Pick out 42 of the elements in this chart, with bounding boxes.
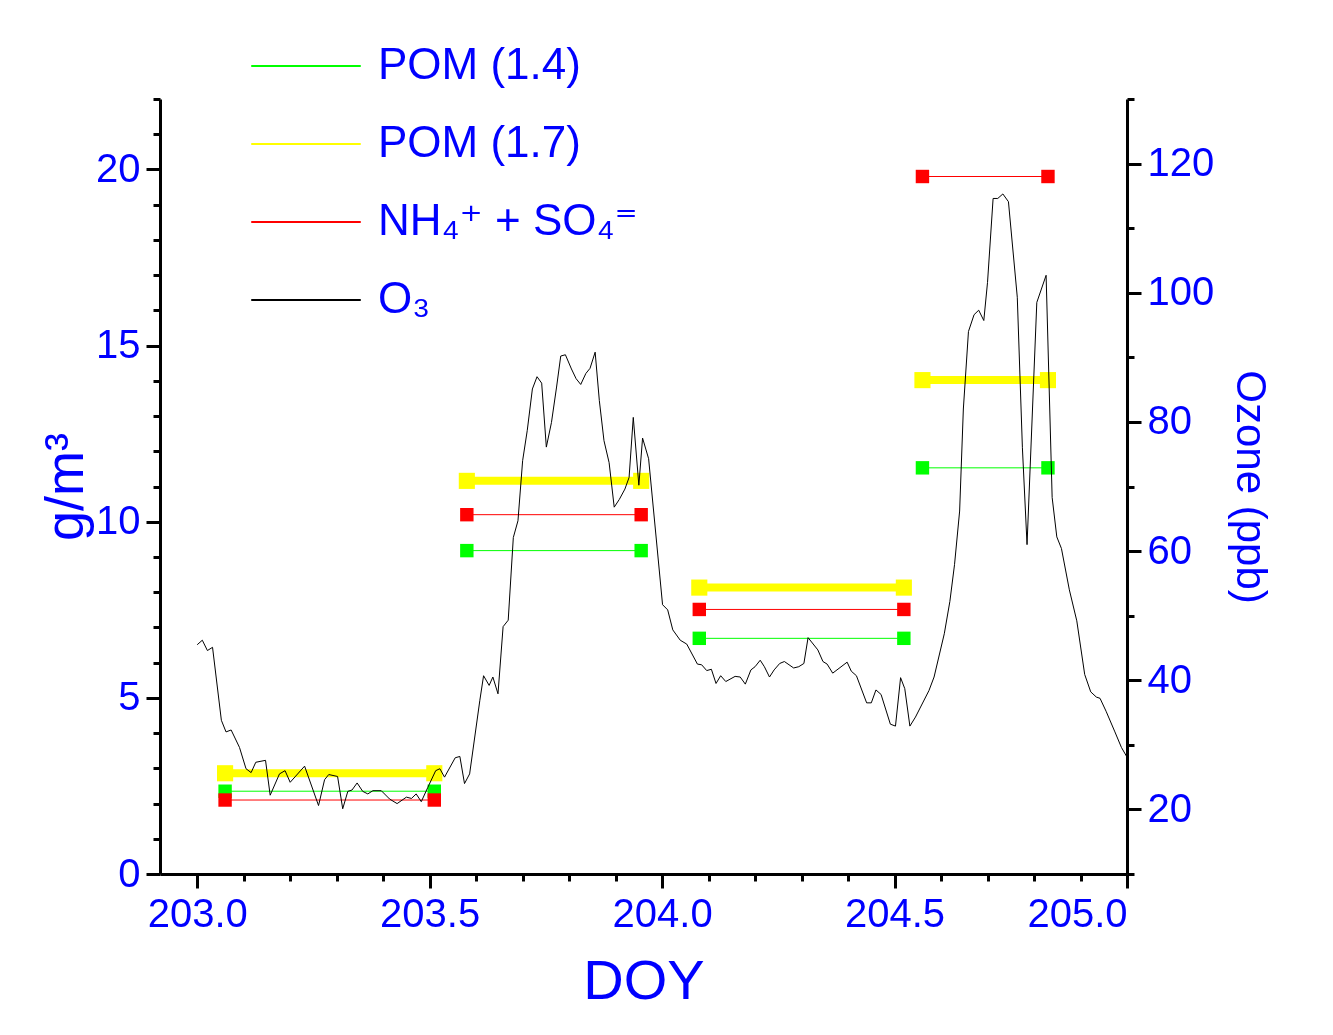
x-tick-label: 205.0 — [1027, 890, 1128, 935]
point — [634, 507, 648, 522]
point — [915, 169, 930, 184]
y2-axis-title: Ozone (ppb) — [1228, 370, 1276, 604]
y2-tick-label: 120 — [1147, 140, 1215, 185]
legend-label: NH₄⁺ + SO₄⁼ — [378, 195, 638, 244]
y-tick-label: 5 — [118, 674, 141, 719]
y2-tick-label: 60 — [1147, 527, 1192, 572]
point — [895, 579, 912, 596]
legend-label: POM (1.4) — [378, 39, 581, 88]
point — [1041, 461, 1055, 475]
y-axis-title: g/m³ — [34, 433, 95, 541]
y2-tick-label: 20 — [1147, 785, 1192, 830]
y2-tick-label: 40 — [1147, 656, 1192, 701]
point — [634, 543, 648, 558]
point — [218, 793, 232, 807]
point — [427, 793, 441, 807]
point — [692, 631, 706, 646]
point — [217, 765, 234, 782]
point — [914, 372, 931, 389]
legend-label: POM (1.7) — [378, 117, 581, 166]
point — [1041, 169, 1055, 184]
y-tick-label: 20 — [96, 145, 141, 190]
y2-tick-label: 100 — [1147, 269, 1215, 314]
y2-tick-label: 80 — [1147, 398, 1192, 443]
y-tick-label: 10 — [96, 498, 141, 543]
point — [458, 472, 475, 489]
point — [691, 579, 708, 596]
y-tick-label: 0 — [118, 850, 141, 895]
x-tick-label: 203.5 — [380, 890, 481, 935]
x-tick-label: 204.0 — [612, 890, 713, 935]
point — [897, 602, 911, 617]
point — [460, 507, 474, 522]
x-axis-title: DOY — [583, 947, 705, 1011]
y-tick-label: 15 — [96, 322, 141, 367]
point — [692, 602, 706, 617]
x-tick-label: 203.0 — [147, 890, 248, 935]
point — [460, 543, 474, 558]
point — [915, 461, 930, 475]
x-tick-label: 204.5 — [844, 890, 946, 935]
point — [897, 631, 911, 646]
legend-label: O₃ — [378, 273, 431, 322]
